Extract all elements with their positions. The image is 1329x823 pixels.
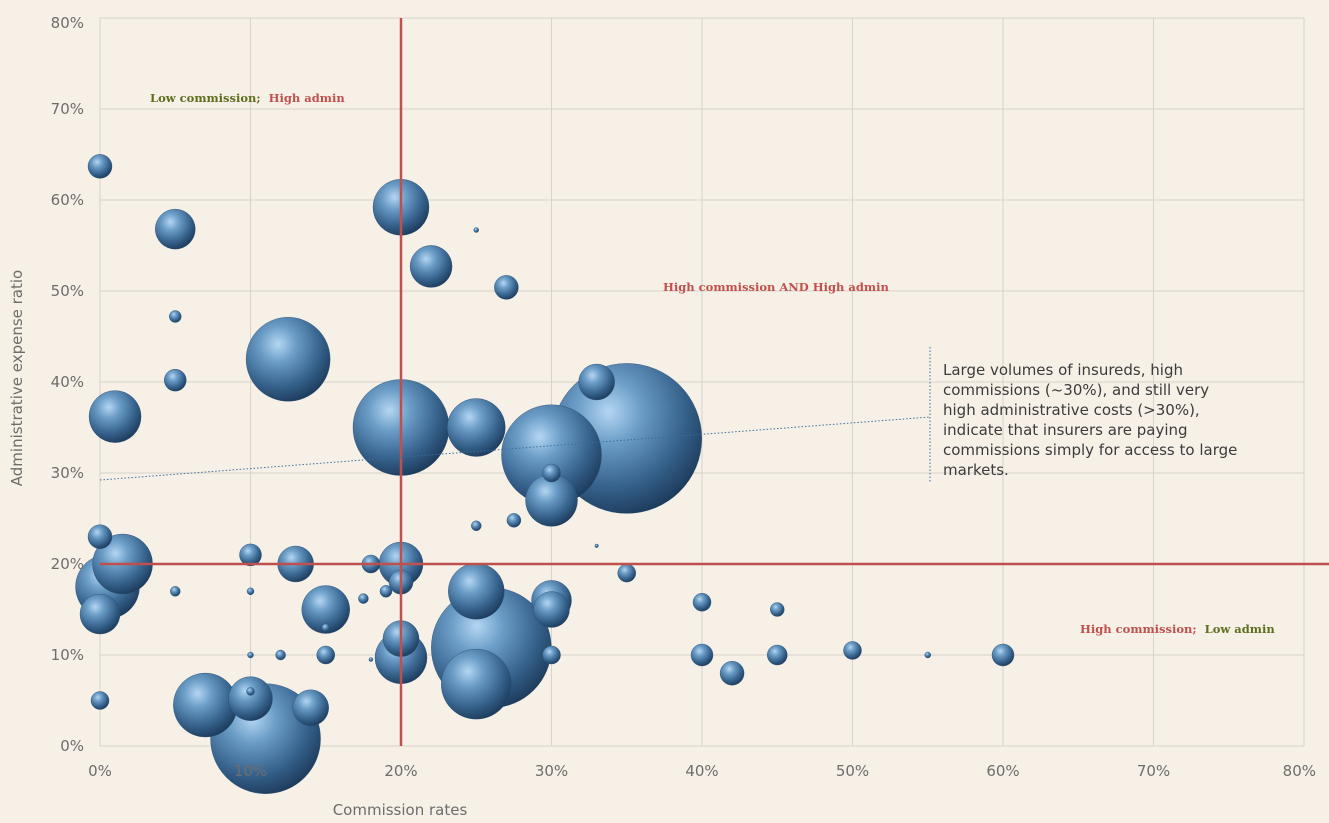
data-bubble: [275, 649, 286, 661]
x-tick-label: 60%: [986, 762, 1019, 780]
data-bubble: [692, 593, 712, 612]
data-bubble: [542, 645, 561, 665]
x-axis-title: Commission rates: [333, 801, 468, 819]
x-tick-label: 0%: [88, 762, 112, 780]
data-bubble: [246, 687, 255, 696]
data-bubble: [379, 585, 393, 598]
y-tick-label: 70%: [51, 100, 84, 118]
data-bubble: [578, 363, 615, 401]
data-bubble: [617, 563, 636, 583]
annotation-text: Large volumes of insureds, high commissi…: [943, 361, 1238, 479]
annotation-pointer-line: [99, 416, 931, 481]
data-bubble: [471, 520, 482, 531]
data-bubble: [292, 689, 329, 726]
data-bubble: [90, 691, 110, 710]
data-bubble: [924, 651, 931, 659]
data-bubble: [321, 623, 330, 632]
data-bubble: [506, 513, 522, 528]
quadrant-label-high-commission-high-admin: High commission AND High admin: [663, 280, 889, 294]
quadrant-label-low-commission-high-admin: Low commission; High admin: [150, 91, 345, 105]
x-axis-ticks: 0% 10% 20% 30% 40% 50% 60% 70% 80%: [88, 762, 1316, 780]
data-bubble: [316, 645, 335, 665]
data-bubble: [79, 593, 121, 635]
data-bubble: [169, 310, 182, 323]
data-bubble: [447, 398, 506, 457]
y-tick-label: 50%: [51, 282, 84, 300]
data-bubble: [719, 661, 745, 686]
y-tick-label: 20%: [51, 555, 84, 573]
data-bubble: [301, 585, 350, 634]
x-tick-label: 20%: [384, 762, 417, 780]
x-tick-label: 30%: [535, 762, 568, 780]
data-bubble: [239, 543, 262, 567]
data-bubble: [87, 154, 113, 179]
x-tick-label: 10%: [234, 762, 267, 780]
data-bubble: [991, 643, 1015, 667]
data-bubble: [843, 641, 862, 660]
data-bubble: [368, 657, 374, 662]
data-bubble: [87, 524, 113, 549]
y-tick-label: 80%: [51, 14, 84, 32]
y-tick-label: 30%: [51, 464, 84, 482]
data-bubble: [409, 245, 453, 288]
data-bubble: [473, 227, 479, 233]
data-bubble: [164, 368, 187, 392]
data-bubble: [358, 593, 369, 604]
data-bubble: [170, 586, 181, 597]
data-bubble: [155, 208, 196, 250]
data-bubble: [690, 643, 714, 667]
data-bubble: [246, 587, 255, 595]
data-bubble: [88, 390, 142, 443]
data-bubble: [245, 317, 331, 402]
data-bubble: [448, 563, 505, 620]
quadrant-label-high-commission-low-admin: High commission; Low admin: [1080, 622, 1275, 636]
data-bubble: [542, 463, 561, 483]
data-bubble: [767, 644, 788, 666]
bubbles-layer: [75, 154, 1015, 794]
y-tick-label: 0%: [60, 737, 84, 755]
x-tick-label: 70%: [1137, 762, 1170, 780]
y-tick-label: 60%: [51, 191, 84, 209]
y-axis-title: Administrative expense ratio: [8, 270, 26, 486]
x-tick-label: 80%: [1283, 762, 1316, 780]
data-bubble: [494, 275, 519, 300]
x-tick-label: 50%: [836, 762, 869, 780]
y-axis-ticks: 0% 10% 20% 30% 40% 50% 60% 70% 80%: [51, 14, 84, 755]
data-bubble: [173, 672, 238, 738]
data-bubble: [770, 602, 785, 617]
threshold-lines: [100, 18, 1329, 746]
data-bubble: [228, 676, 273, 721]
data-bubble: [594, 543, 599, 548]
data-bubble: [441, 648, 512, 720]
y-tick-label: 40%: [51, 373, 84, 391]
x-tick-label: 40%: [685, 762, 718, 780]
y-tick-label: 10%: [51, 646, 84, 664]
data-bubble: [533, 591, 570, 628]
data-bubble: [247, 651, 254, 659]
